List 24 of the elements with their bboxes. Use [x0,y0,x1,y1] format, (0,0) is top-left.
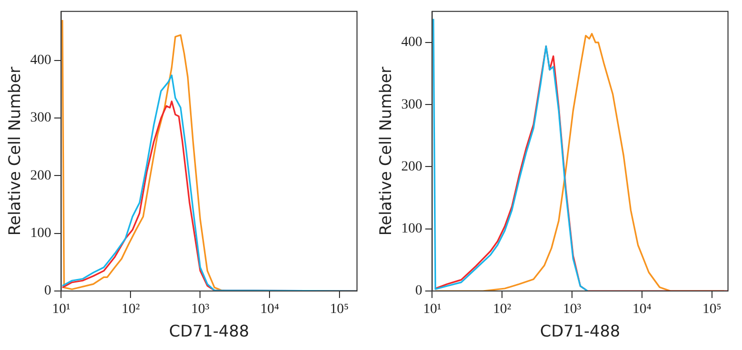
x-tick-label: 10² [493,302,512,318]
y-tick-label: 200 [30,168,52,184]
x-axis-title: CD71-488 [540,322,620,341]
y-tick-label: 300 [30,110,52,126]
x-tick-label: 10⁵ [702,302,722,318]
y-tick-label: 0 [44,284,52,299]
x-tick-label: 10³ [562,302,582,318]
y-axis-title: Relative Cell Number [376,66,395,236]
x-tick-label: 10¹ [52,302,70,318]
y-tick-label: 100 [401,222,422,237]
x-tick-label: 10¹ [423,302,442,318]
y-tick-label: 200 [401,159,422,174]
x-tick-label: 10⁴ [632,302,652,318]
x-tick-label: 10⁵ [330,302,349,318]
y-axis-title: Relative Cell Number [4,66,24,236]
x-axis-title: CD71-488 [169,322,250,341]
x-tick-label: 10³ [191,302,210,318]
y-tick-label: 300 [401,97,422,112]
y-tick-label: 100 [30,226,52,242]
y-tick-label: 0 [415,284,422,299]
y-tick-label: 400 [401,35,422,50]
x-tick-label: 10² [122,302,140,318]
y-tick-label: 400 [30,53,52,68]
x-tick-label: 10⁴ [260,302,280,318]
